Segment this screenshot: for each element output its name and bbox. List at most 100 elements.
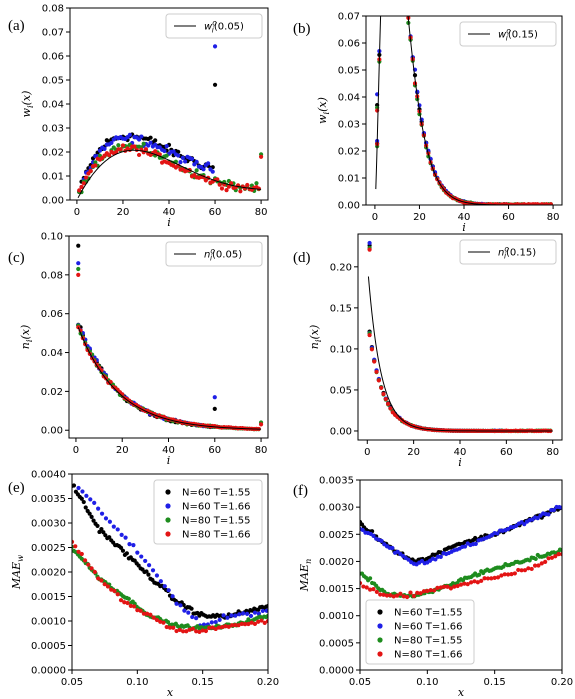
data-point [559, 548, 562, 553]
data-point [213, 626, 218, 632]
data-point [107, 153, 112, 158]
data-point [237, 612, 242, 617]
data-point [381, 592, 386, 597]
data-point [103, 533, 108, 538]
data-point [124, 551, 129, 556]
data-point [197, 629, 202, 635]
data-point [529, 566, 534, 572]
data-point [217, 617, 222, 622]
data-point [194, 616, 199, 621]
data-point [213, 619, 218, 625]
legend-entry: N=60 T=1.55 [394, 608, 463, 619]
legend-box [153, 479, 263, 545]
data-point [216, 625, 222, 630]
data-point [206, 161, 211, 166]
data-point [367, 332, 372, 338]
data-point [553, 554, 558, 559]
data-point [136, 137, 142, 142]
legend: N=60 T=1.55 N=60 T=1.66 N=80 T=1.55 N=80 T=… [365, 599, 475, 665]
data-point [375, 108, 380, 113]
data-point [519, 568, 524, 573]
y-tick-label: 0.04 [338, 93, 360, 104]
data-point [127, 542, 132, 547]
data-point [258, 422, 264, 427]
data-point [265, 603, 268, 609]
data-point [509, 572, 514, 577]
data-point [477, 572, 482, 577]
series-green [72, 544, 268, 632]
data-point [252, 621, 258, 627]
data-point [406, 557, 411, 562]
data-point [76, 549, 81, 554]
y-tick-label: 0.00 [41, 426, 63, 437]
y-tick-label: 0.06 [41, 309, 63, 320]
data-point [190, 614, 195, 620]
data-point [89, 514, 94, 519]
y-axis-label: wi(x) [20, 91, 35, 118]
data-point [174, 601, 179, 606]
data-point [431, 588, 437, 593]
data-point [415, 590, 420, 595]
x-axis-label: i [167, 216, 171, 229]
data-point [364, 585, 369, 590]
data-point [386, 401, 391, 406]
data-point [371, 533, 376, 539]
data-point [158, 579, 163, 584]
data-point [80, 489, 85, 494]
data-point [435, 585, 440, 591]
data-point [131, 543, 136, 548]
data-point [418, 591, 423, 596]
data-point [241, 611, 246, 616]
data-point [438, 554, 443, 559]
data-point [243, 621, 248, 627]
data-point [383, 396, 388, 402]
data-point [171, 149, 176, 154]
plot-frame [359, 479, 563, 671]
y-tick-label: 0.06 [338, 39, 360, 50]
data-point [259, 618, 264, 623]
data-point [76, 272, 81, 277]
data-point [73, 544, 78, 549]
legend-entry: wo i(0.15) [498, 27, 538, 43]
data-point [223, 624, 228, 629]
data-point [238, 189, 243, 194]
model-curve [367, 276, 553, 432]
x-tick-label: 0.15 [484, 677, 506, 688]
data-point [99, 578, 104, 583]
legend-dot-marker [377, 609, 383, 615]
data-point [499, 573, 504, 578]
data-point [194, 629, 199, 634]
data-point [212, 406, 217, 411]
y-tick-label: 0.0030 [31, 519, 66, 530]
panel-label: (f) [293, 483, 308, 499]
data-point [462, 544, 468, 549]
data-point [260, 608, 265, 614]
legend: no i(0.15) [459, 239, 557, 265]
data-point [88, 497, 93, 502]
data-point [123, 535, 128, 540]
data-point [458, 582, 464, 587]
y-tick-label: 0.00 [42, 196, 64, 207]
data-point [131, 604, 137, 609]
data-point [111, 524, 116, 529]
y-tick-label: 0.02 [41, 387, 63, 398]
data-point [102, 582, 107, 587]
data-point [76, 325, 81, 330]
legend-entry: N=80 T=1.66 [182, 530, 251, 541]
data-point [158, 619, 163, 624]
legend-dot-marker [377, 637, 383, 643]
data-point [164, 153, 169, 158]
data-point [556, 552, 561, 557]
x-tick-label: 20 [407, 447, 420, 458]
x-tick-label: 0 [73, 445, 79, 456]
data-point [76, 485, 81, 491]
data-point [438, 585, 443, 590]
data-point [535, 516, 540, 521]
data-point [473, 541, 478, 546]
data-point [135, 550, 140, 555]
x-tick-label: 40 [458, 212, 471, 223]
y-tick-label: 0.04 [42, 100, 64, 111]
data-point [233, 622, 238, 628]
data-point [154, 617, 160, 623]
chart-panel-3: 0 20 40 60 80 0.00 0.05 0.10 0.15 0.20 i ni(x) (d) no… [293, 233, 563, 469]
